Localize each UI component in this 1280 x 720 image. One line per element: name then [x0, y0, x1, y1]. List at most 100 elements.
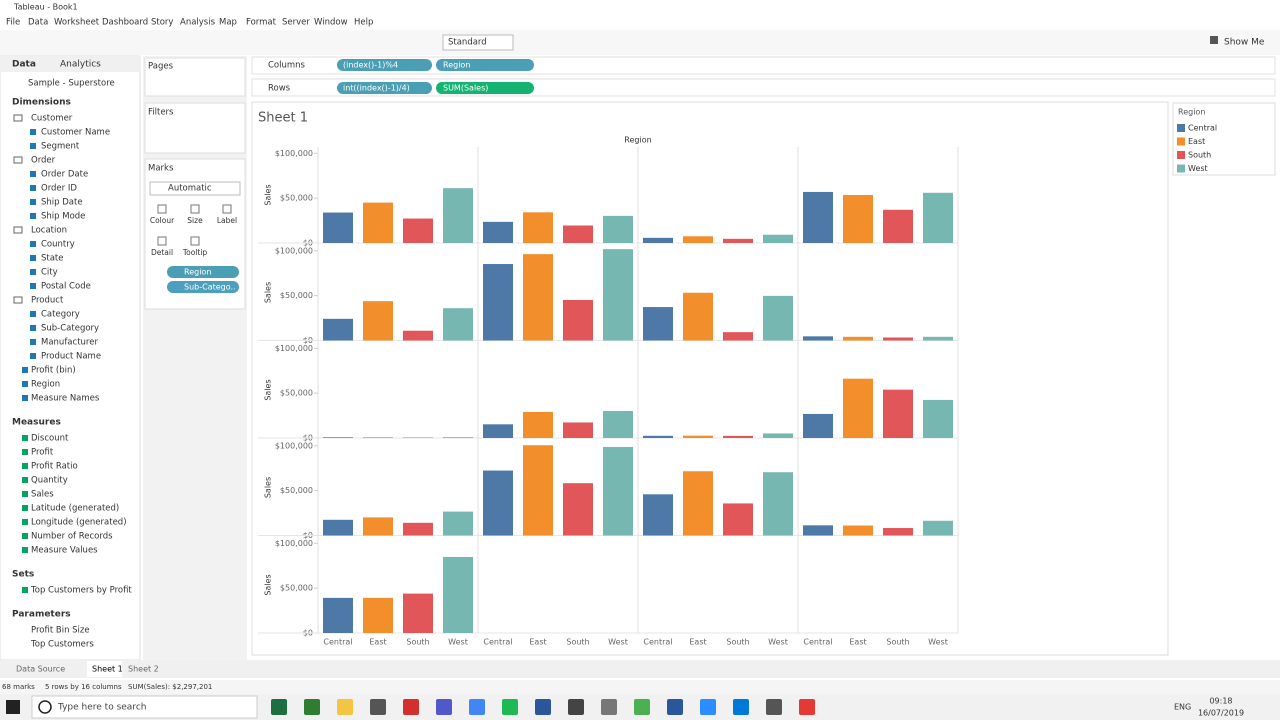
shelf-pill[interactable] — [436, 82, 534, 94]
shelf-pill-label[interactable]: int((index()-1)/4) — [343, 84, 410, 93]
bar[interactable] — [603, 411, 633, 438]
taskbar-app[interactable] — [568, 699, 584, 715]
pill-label[interactable]: Sub-Catego.. — [184, 283, 236, 292]
bar[interactable] — [723, 435, 753, 438]
shelf-pill[interactable] — [436, 59, 534, 71]
dimension-field[interactable]: Measure Names — [31, 394, 100, 404]
bar[interactable] — [763, 234, 793, 243]
menu-item[interactable]: Server — [282, 18, 310, 28]
taskbar-app[interactable] — [634, 699, 650, 715]
shelf-pill[interactable] — [337, 59, 432, 71]
bar[interactable] — [683, 236, 713, 243]
dimension-folder[interactable]: Customer — [31, 114, 73, 124]
dimension-field[interactable]: Ship Date — [41, 198, 83, 208]
dimension-field[interactable]: State — [41, 254, 64, 264]
pill[interactable] — [167, 281, 239, 293]
taskbar-app[interactable] — [337, 699, 353, 715]
menu-item[interactable]: Story — [151, 18, 173, 28]
menu-item[interactable]: Help — [354, 18, 373, 28]
bar[interactable] — [443, 308, 473, 341]
bar[interactable] — [323, 597, 353, 633]
bar[interactable] — [803, 336, 833, 341]
sheet-tab[interactable]: Sheet 2 — [128, 665, 159, 674]
bar[interactable] — [923, 520, 953, 536]
shelf-pill[interactable] — [337, 82, 432, 94]
dimension-folder[interactable]: Location — [31, 226, 67, 236]
bar[interactable] — [523, 212, 553, 243]
bar[interactable] — [843, 525, 873, 536]
pill-label[interactable]: Region — [184, 268, 211, 277]
bar[interactable] — [843, 336, 873, 341]
bar[interactable] — [323, 437, 353, 438]
bar[interactable] — [603, 215, 633, 243]
taskbar-app[interactable] — [304, 699, 320, 715]
bar[interactable] — [803, 413, 833, 438]
bar[interactable] — [603, 249, 633, 341]
pane-tab[interactable]: Analytics — [60, 60, 101, 70]
bar[interactable] — [843, 195, 873, 243]
mark-button[interactable]: Colour — [150, 216, 175, 225]
taskbar-app[interactable] — [271, 699, 287, 715]
set-field[interactable]: Top Customers by Profit — [30, 586, 132, 596]
bar[interactable] — [923, 192, 953, 243]
menu-item[interactable]: Worksheet — [54, 18, 100, 28]
bar[interactable] — [483, 470, 513, 536]
measure-field[interactable]: Discount — [31, 434, 69, 444]
dimension-field[interactable]: Order Date — [41, 170, 88, 180]
data-source[interactable]: Sample - Superstore — [28, 79, 115, 89]
bar[interactable] — [883, 209, 913, 243]
bar[interactable] — [323, 318, 353, 341]
bar[interactable] — [603, 446, 633, 536]
dimension-field[interactable]: Manufacturer — [41, 338, 98, 348]
bar[interactable] — [843, 378, 873, 438]
bar[interactable] — [763, 472, 793, 536]
measure-field[interactable]: Latitude (generated) — [31, 504, 119, 514]
size-dropdown-label[interactable]: Standard — [448, 38, 487, 48]
bar[interactable] — [683, 471, 713, 536]
measure-field[interactable]: Profit — [31, 448, 54, 458]
menu-item[interactable]: Analysis — [180, 18, 216, 28]
bar[interactable] — [643, 435, 673, 438]
menu-item[interactable]: Data — [28, 18, 48, 28]
bar[interactable] — [563, 299, 593, 341]
dimension-field[interactable]: Customer Name — [41, 128, 110, 138]
measure-field[interactable]: Sales — [31, 490, 54, 500]
bar[interactable] — [683, 292, 713, 341]
taskbar-app[interactable] — [469, 699, 485, 715]
mark-button[interactable]: Size — [187, 216, 203, 225]
dimension-field[interactable]: Postal Code — [41, 282, 91, 292]
bar[interactable] — [403, 330, 433, 341]
measure-field[interactable]: Profit Ratio — [31, 462, 78, 472]
sheet-tab[interactable]: Data Source — [16, 665, 65, 674]
bar[interactable] — [483, 264, 513, 341]
bar[interactable] — [563, 483, 593, 536]
bar[interactable] — [363, 437, 393, 438]
mark-type[interactable]: Automatic — [168, 184, 212, 194]
dimension-field[interactable]: Region — [31, 380, 60, 390]
bar[interactable] — [643, 494, 673, 536]
dimension-field[interactable]: Segment — [41, 142, 80, 152]
bar[interactable] — [443, 511, 473, 536]
bar[interactable] — [923, 399, 953, 438]
menu-item[interactable]: Map — [219, 18, 237, 28]
bar[interactable] — [443, 556, 473, 633]
measure-field[interactable]: Measure Values — [31, 546, 98, 556]
mark-button[interactable]: Detail — [151, 248, 173, 257]
bar[interactable] — [803, 525, 833, 536]
bar[interactable] — [523, 411, 553, 438]
show-me[interactable]: Show Me — [1224, 38, 1265, 48]
bar[interactable] — [763, 295, 793, 341]
shelf-pill-label[interactable]: SUM(Sales) — [443, 84, 488, 93]
bar[interactable] — [563, 422, 593, 438]
menu-item[interactable]: Dashboard — [102, 18, 148, 28]
bar[interactable] — [803, 191, 833, 243]
search-placeholder[interactable]: Type here to search — [57, 703, 146, 713]
menu-item[interactable]: Format — [246, 18, 277, 28]
bar[interactable] — [883, 389, 913, 438]
dimension-field[interactable]: City — [41, 268, 58, 278]
bar[interactable] — [443, 437, 473, 438]
mark-button[interactable]: Label — [217, 216, 237, 225]
mark-button[interactable]: Tooltip — [182, 248, 208, 257]
bar[interactable] — [643, 307, 673, 341]
dimension-field[interactable]: Category — [41, 310, 80, 320]
